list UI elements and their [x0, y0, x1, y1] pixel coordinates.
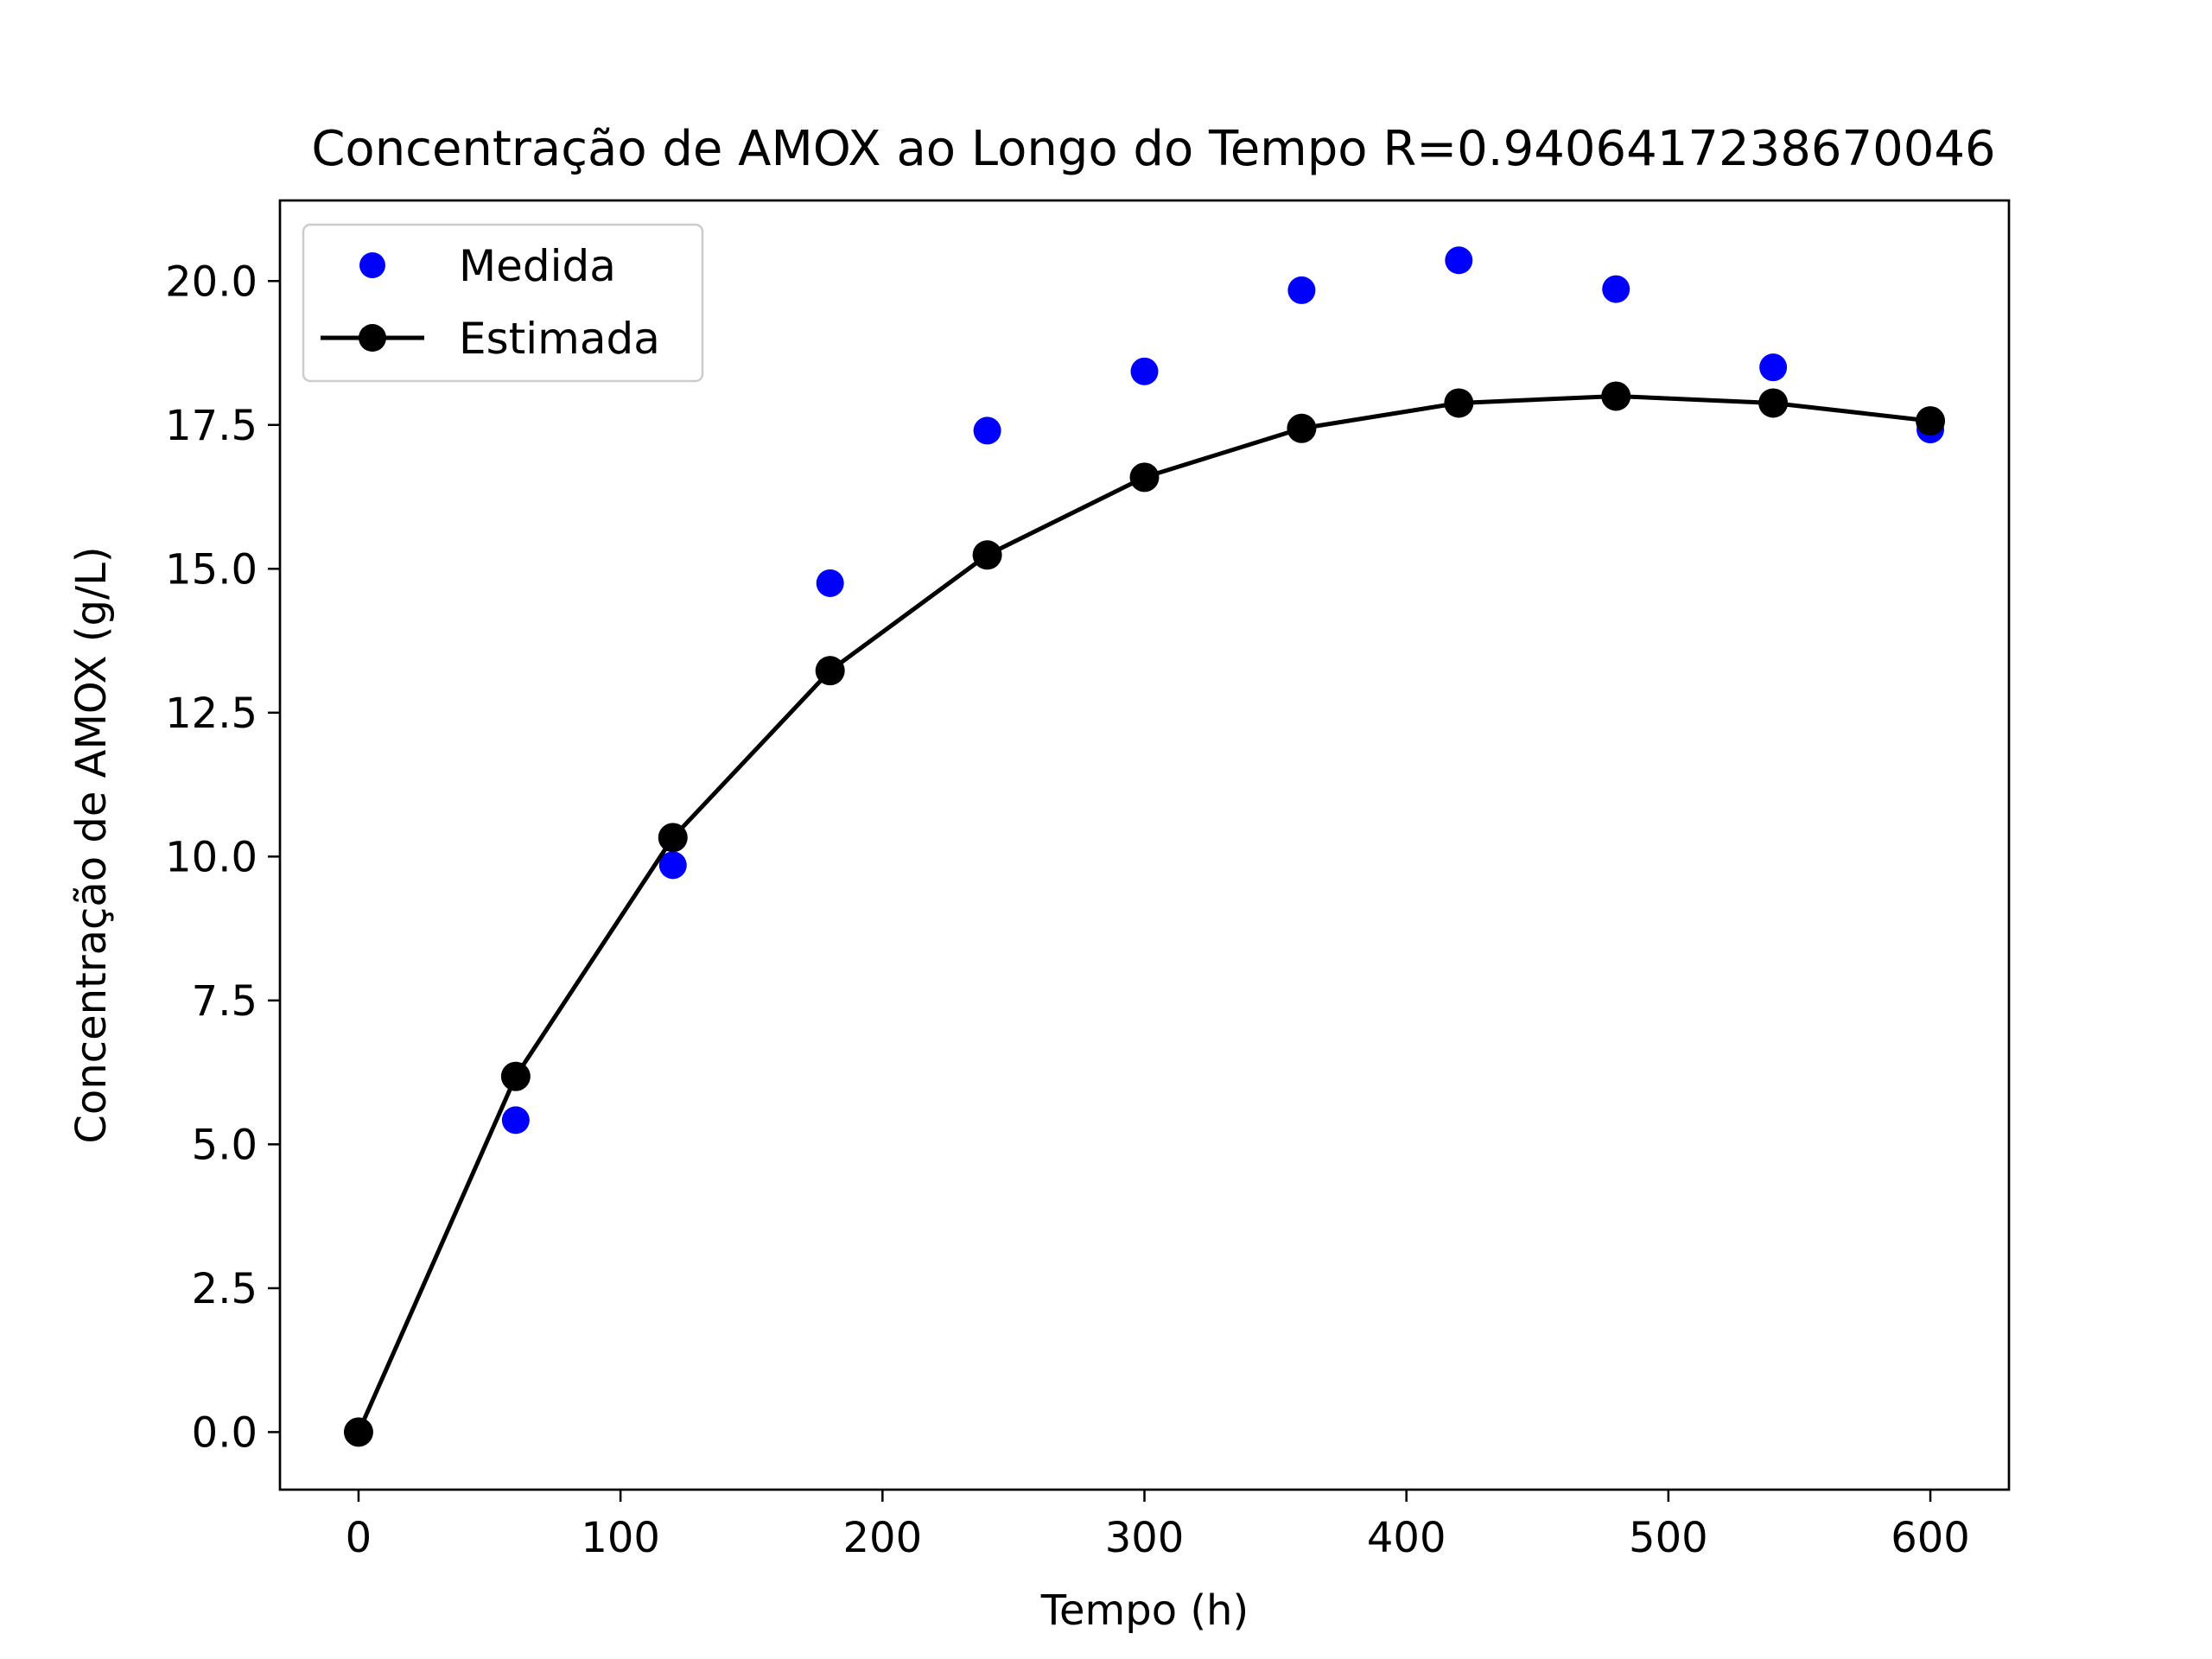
y-tick-label: 12.5 — [165, 690, 257, 738]
data-point-estimada — [1287, 413, 1317, 443]
x-axis: 0 100 200 300 400 500 600 — [346, 1490, 1970, 1562]
legend-estimada-label: Estimada — [459, 314, 660, 364]
data-point-estimada — [1601, 381, 1631, 411]
legend-medida-marker — [359, 252, 385, 278]
y-axis: 0.0 2.5 5.0 7.5 10.0 12.5 15.0 17.5 20.0 — [165, 257, 280, 1457]
data-point-medida — [1602, 275, 1630, 303]
legend-box — [302, 223, 704, 383]
plot-area — [343, 246, 1946, 1447]
y-tick-label: 10.0 — [165, 833, 257, 881]
y-tick-label: 17.5 — [165, 402, 257, 450]
data-point-estimada — [658, 823, 688, 853]
x-tick-label: 400 — [1367, 1514, 1446, 1562]
x-tick-label: 200 — [843, 1514, 923, 1562]
data-point-medida — [1759, 353, 1788, 382]
data-point-estimada — [500, 1061, 531, 1091]
data-point-medida — [1130, 357, 1159, 385]
data-point-estimada — [1758, 388, 1789, 418]
data-point-estimada — [972, 540, 1002, 570]
data-point-estimada — [1444, 388, 1474, 418]
data-point-estimada — [343, 1417, 373, 1447]
y-tick-label: 20.0 — [165, 257, 257, 306]
y-tick-label: 2.5 — [192, 1265, 257, 1313]
data-point-medida — [1287, 276, 1316, 304]
chart-title: Concentração de AMOX ao Longo do Tempo R… — [311, 121, 1995, 177]
data-point-medida — [973, 416, 1001, 445]
y-tick-label: 7.5 — [192, 977, 257, 1026]
data-point-estimada — [1916, 406, 1946, 436]
data-point-medida — [658, 851, 687, 880]
legend-estimada-marker — [359, 324, 386, 352]
data-point-medida — [816, 569, 844, 597]
y-axis-label: Concentração de AMOX (g/L) — [67, 546, 116, 1143]
data-point-medida — [501, 1106, 530, 1135]
data-point-estimada — [815, 656, 845, 686]
x-axis-label: Tempo (h) — [1040, 1586, 1249, 1635]
y-tick-label: 15.0 — [165, 545, 257, 594]
x-tick-label: 100 — [581, 1514, 660, 1562]
data-point-medida — [1445, 246, 1473, 275]
x-tick-label: 0 — [346, 1514, 372, 1562]
x-tick-label: 600 — [1891, 1514, 1970, 1562]
x-tick-label: 500 — [1629, 1514, 1708, 1562]
y-tick-label: 5.0 — [192, 1121, 257, 1169]
data-point-estimada — [1129, 462, 1160, 493]
x-tick-label: 300 — [1105, 1514, 1185, 1562]
y-tick-label: 0.0 — [192, 1408, 257, 1457]
legend-medida-label: Medida — [459, 241, 616, 291]
legend: Medida Estimada — [302, 223, 704, 383]
